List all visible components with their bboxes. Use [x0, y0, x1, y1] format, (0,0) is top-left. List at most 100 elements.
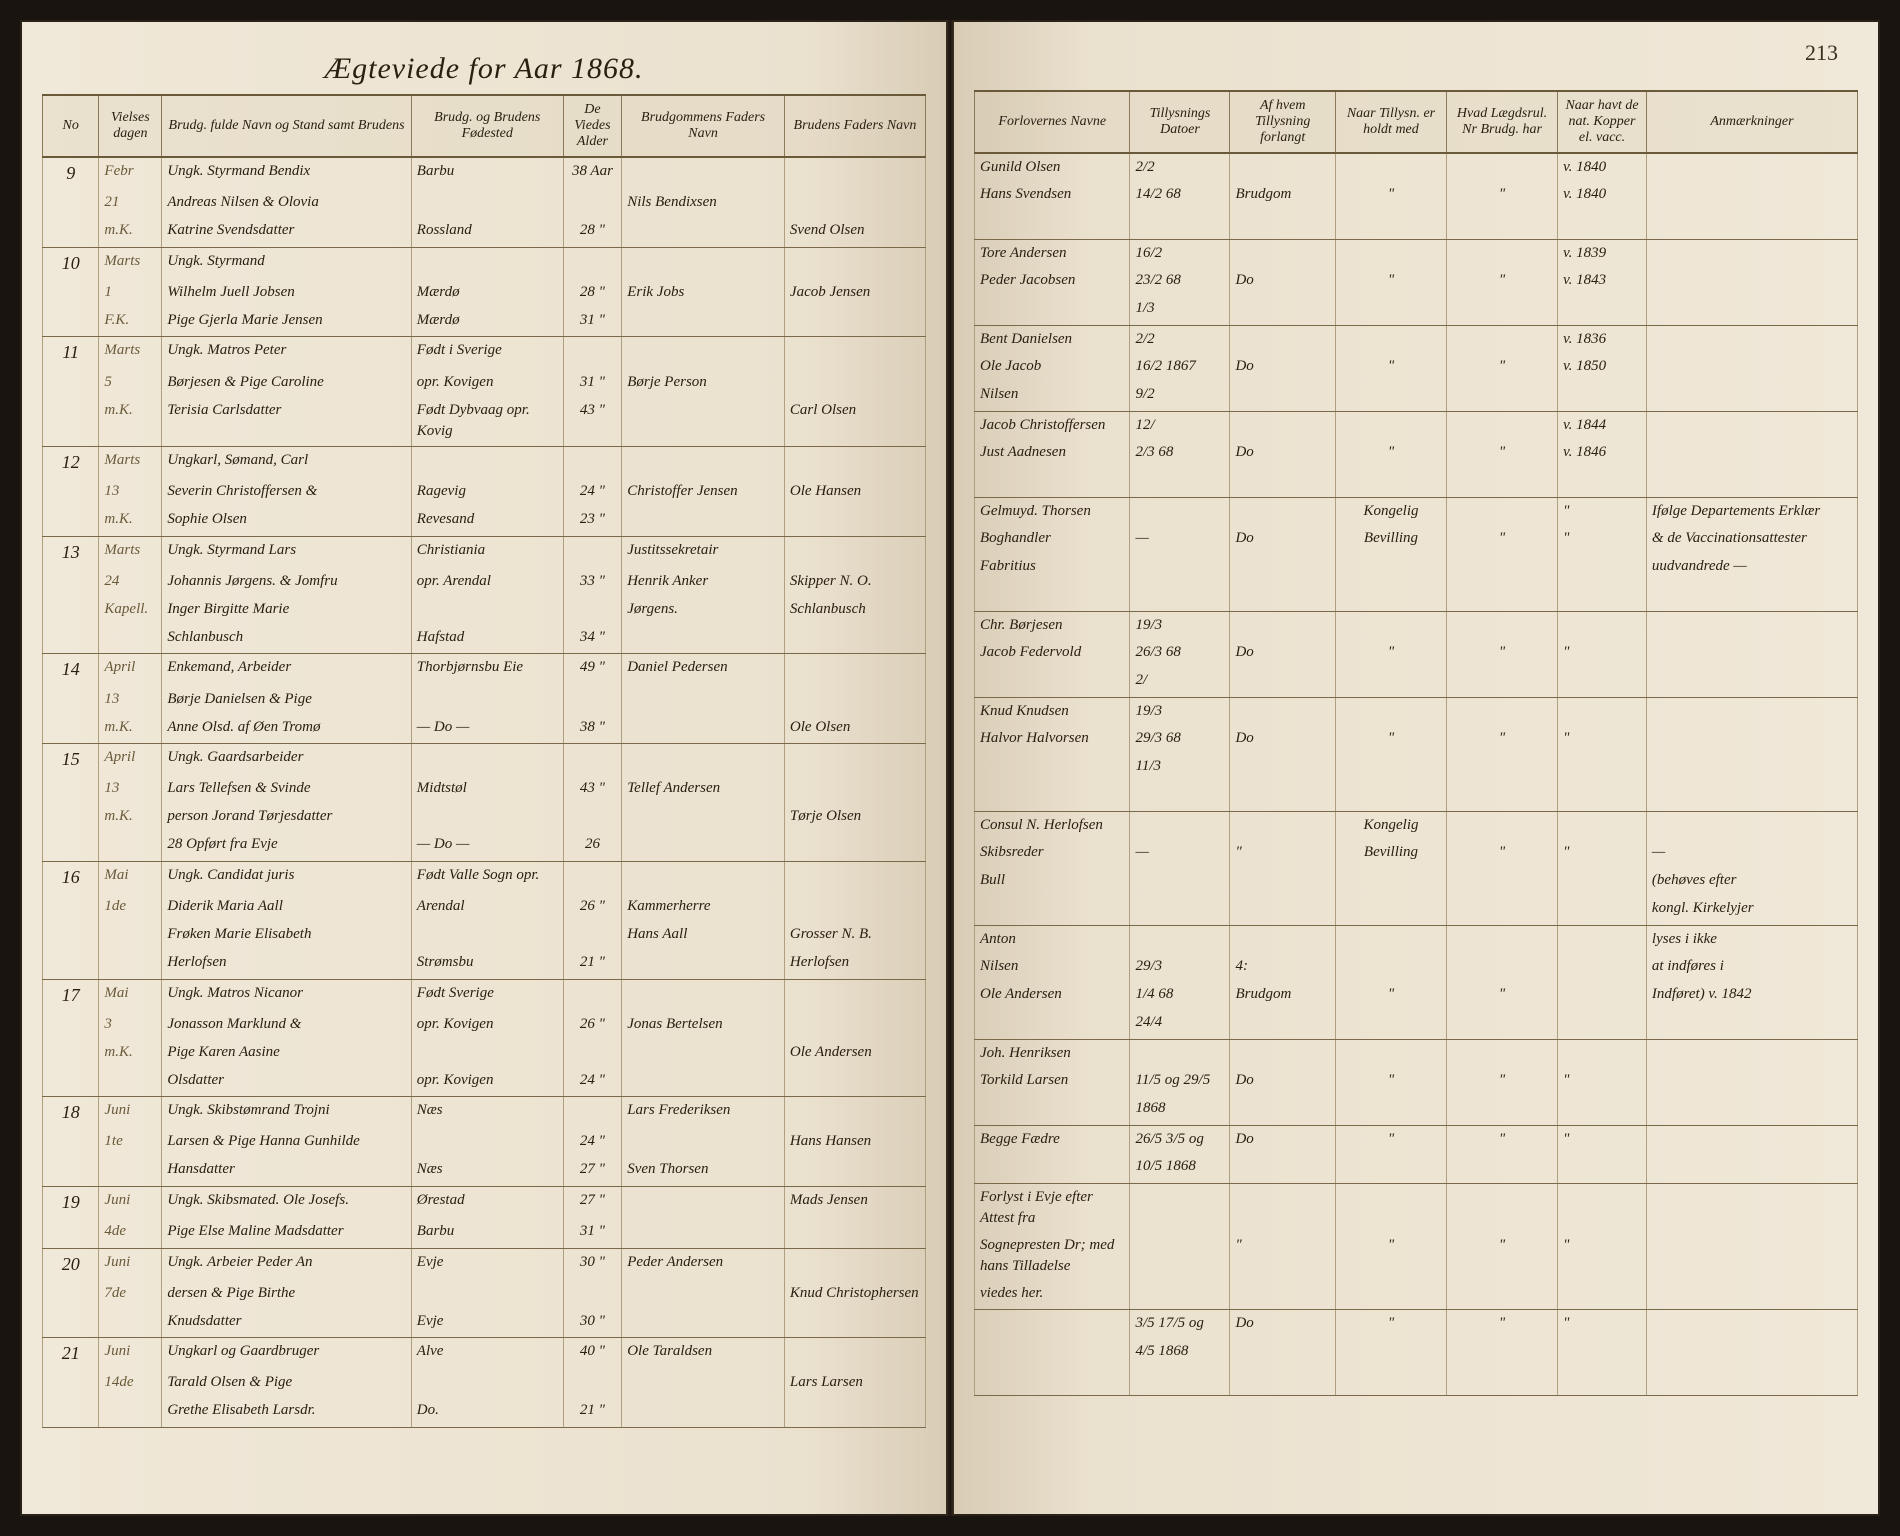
col-remarks: Anmærkninger: [1646, 91, 1857, 153]
table-row: 1868: [975, 1095, 1858, 1123]
table-row: 28 Opført fra Evje— Do —26: [43, 831, 926, 859]
cell-by: Do: [1230, 1067, 1336, 1095]
cell-names: Ungk. Arbeier Peder An: [162, 1248, 411, 1280]
cell-note2: [1447, 1153, 1558, 1181]
cell-remarks: at indføres i: [1646, 953, 1857, 981]
cell-age: 26: [563, 831, 622, 859]
cell-note2: [1447, 895, 1558, 923]
cell-wit: [975, 753, 1130, 781]
cell-remarks: [1646, 1125, 1857, 1153]
cell-remarks: uudvandrede —: [1646, 553, 1857, 581]
table-row: Gelmuyd. ThorsenKongelig"Ifølge Departem…: [975, 497, 1858, 525]
table-row: [975, 781, 1858, 809]
table-row: 24/4: [975, 1009, 1858, 1037]
cell-year: [1558, 1280, 1647, 1308]
cell-place: opr. Arendal: [411, 568, 563, 596]
cell-note1: Bevilling: [1335, 839, 1446, 867]
table-row: 13Severin Christoffersen &Ragevig24 "Chr…: [43, 478, 926, 506]
cell-remarks: [1646, 1183, 1857, 1232]
cell-father1: [622, 1218, 785, 1246]
cell-wit: viedes her.: [975, 1280, 1130, 1308]
cell-year: [1558, 1095, 1647, 1123]
cell-note1: [1335, 611, 1446, 639]
cell-no: 21: [43, 1338, 99, 1370]
cell-remarks: —: [1646, 839, 1857, 867]
cell-year: [1558, 981, 1647, 1009]
cell-father2: Svend Olsen: [784, 217, 925, 245]
cell-date: Mai: [99, 979, 162, 1011]
cell-note2: [1447, 153, 1558, 181]
col-note2: Hvad Lægdsrul. Nr Brudg. har: [1447, 91, 1558, 153]
cell-father1: [622, 714, 785, 742]
cell-year: ": [1558, 1310, 1647, 1338]
cell-names: Tarald Olsen & Pige: [162, 1369, 411, 1397]
table-row: m.K.Anne Olsd. af Øen Tromø— Do —38 "Ole…: [43, 714, 926, 742]
cell-date: Juni: [99, 1338, 162, 1370]
cell-note2: [1447, 467, 1558, 495]
cell-age: 28 ": [563, 279, 622, 307]
cell-note1: [1335, 553, 1446, 581]
cell-by: Do: [1230, 439, 1336, 467]
cell-wit: Forlyst i Evje efter Attest fra: [975, 1183, 1130, 1232]
cell-dates2: 10/5 1868: [1130, 1153, 1230, 1181]
cell-father1: Christoffer Jensen: [622, 478, 785, 506]
cell-father2: Mads Jensen: [784, 1186, 925, 1218]
table-row: Frøken Marie ElisabethHans AallGrosser N…: [43, 921, 926, 949]
cell-year: ": [1558, 1125, 1647, 1153]
cell-dates2: 19/3: [1130, 697, 1230, 725]
cell-no: 11: [43, 337, 99, 369]
cell-place: [411, 744, 563, 776]
cell-father1: Kammerherre: [622, 893, 785, 921]
cell-remarks: Ifølge Departements Erklær: [1646, 497, 1857, 525]
cell-no: [43, 1280, 99, 1308]
table-row: Ole Andersen1/4 68Brudgom""Indføret) v. …: [975, 981, 1858, 1009]
cell-date: F.K.: [99, 307, 162, 335]
cell-names: Børje Danielsen & Pige: [162, 686, 411, 714]
cell-father2: [784, 1067, 925, 1095]
cell-note2: [1447, 611, 1558, 639]
cell-names: person Jorand Tørjesdatter: [162, 803, 411, 831]
cell-father1: [622, 1280, 785, 1308]
cell-no: 18: [43, 1097, 99, 1129]
table-row: 19JuniUngk. Skibsmated. Ole Josefs.Ørest…: [43, 1186, 926, 1218]
table-row: Kapell.Inger Birgitte MarieJørgens.Schla…: [43, 596, 926, 624]
table-row: 10/5 1868: [975, 1153, 1858, 1181]
cell-father2: [784, 1397, 925, 1425]
cell-by: [1230, 753, 1336, 781]
cell-year: [1558, 753, 1647, 781]
col-note1: Naar Tillysn. er holdt med: [1335, 91, 1446, 153]
cell-father1: Tellef Andersen: [622, 775, 785, 803]
cell-by: [1230, 1095, 1336, 1123]
cell-place: [411, 1128, 563, 1156]
cell-date: [99, 921, 162, 949]
cell-date: 3: [99, 1011, 162, 1039]
cell-names: Ungk. Candidat juris: [162, 861, 411, 893]
table-row: SchlanbuschHafstad34 ": [43, 624, 926, 652]
cell-dates2: 24/4: [1130, 1009, 1230, 1037]
table-row: 5Børjesen & Pige Carolineopr. Kovigen31 …: [43, 369, 926, 397]
cell-no: [43, 1011, 99, 1039]
cell-names: Ungk. Styrmand Lars: [162, 536, 411, 568]
cell-names: Pige Gjerla Marie Jensen: [162, 307, 411, 335]
table-row: 2/: [975, 667, 1858, 695]
page-number: 213: [1805, 40, 1838, 66]
table-row: Boghandler—DoBevilling""& de Vaccination…: [975, 525, 1858, 553]
book-spine: [946, 20, 954, 1516]
cell-date: Marts: [99, 536, 162, 568]
cell-age: 24 ": [563, 1067, 622, 1095]
cell-dates2: 2/2: [1130, 325, 1230, 353]
cell-note1: Kongelig: [1335, 811, 1446, 839]
cell-place: [411, 447, 563, 479]
cell-remarks: kongl. Kirkelyjer: [1646, 895, 1857, 923]
cell-dates2: —: [1130, 839, 1230, 867]
cell-age: [563, 337, 622, 369]
table-row: 14deTarald Olsen & PigeLars Larsen: [43, 1369, 926, 1397]
cell-remarks: [1646, 353, 1857, 381]
cell-date: [99, 1308, 162, 1336]
cell-age: 43 ": [563, 397, 622, 445]
cell-remarks: [1646, 239, 1857, 267]
table-row: F.K.Pige Gjerla Marie JensenMærdø31 ": [43, 307, 926, 335]
table-row: 15AprilUngk. Gaardsarbeider: [43, 744, 926, 776]
cell-father2: Hans Hansen: [784, 1128, 925, 1156]
cell-place: Do.: [411, 1397, 563, 1425]
